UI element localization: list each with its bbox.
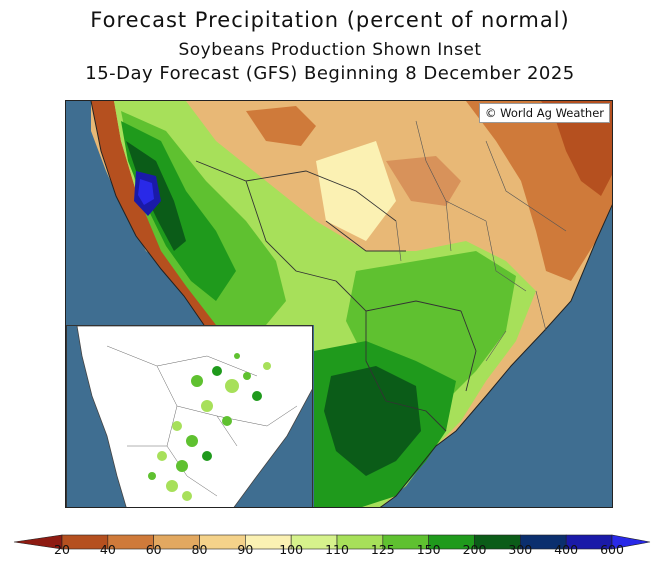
map-title: Forecast Precipitation (percent of norma… [90, 8, 570, 32]
inset-land [76, 326, 312, 507]
forecast-period: 15-Day Forecast (GFS) Beginning 8 Decemb… [85, 63, 575, 84]
color-scale-legend [13, 534, 651, 550]
legend-tick-label: 125 [370, 542, 395, 557]
map-subtitle: Soybeans Production Shown Inset [178, 40, 482, 60]
legend-bin-above-600 [611, 534, 651, 550]
inset-borders [106, 345, 298, 497]
state-borders [395, 120, 567, 362]
precipitation-map: © World Ag Weather [65, 100, 613, 508]
legend-tick-label: 200 [462, 542, 487, 557]
legend-tick-label: 80 [191, 542, 208, 557]
northeast-very-dry-zone [541, 101, 612, 196]
map-credit: © World Ag Weather [478, 103, 610, 123]
legend-tick-label: 90 [237, 542, 254, 557]
map-canvas [90, 101, 612, 507]
soybean-production-inset [66, 325, 313, 507]
legend-bins [13, 534, 651, 550]
inset-canvas [76, 326, 312, 507]
peak-wet-core [138, 179, 154, 205]
legend-tick-label: 20 [54, 542, 70, 557]
soybean-areas [148, 353, 271, 501]
legend-tick-label: 40 [99, 542, 116, 557]
southern-very-wet-zone [324, 366, 421, 476]
country-borders [195, 160, 477, 432]
north-dry-patch [246, 106, 316, 146]
legend-tick-label: 60 [145, 542, 162, 557]
legend-tick-label: 400 [554, 542, 579, 557]
legend-tick-label: 110 [325, 542, 349, 557]
legend-tick-label: 100 [279, 542, 304, 557]
coastline [90, 101, 612, 507]
legend-tick-label: 600 [600, 542, 624, 557]
legend-tick-label: 300 [508, 542, 533, 557]
legend-tick-label: 150 [416, 542, 441, 557]
coastal-deficit-band [91, 101, 216, 325]
